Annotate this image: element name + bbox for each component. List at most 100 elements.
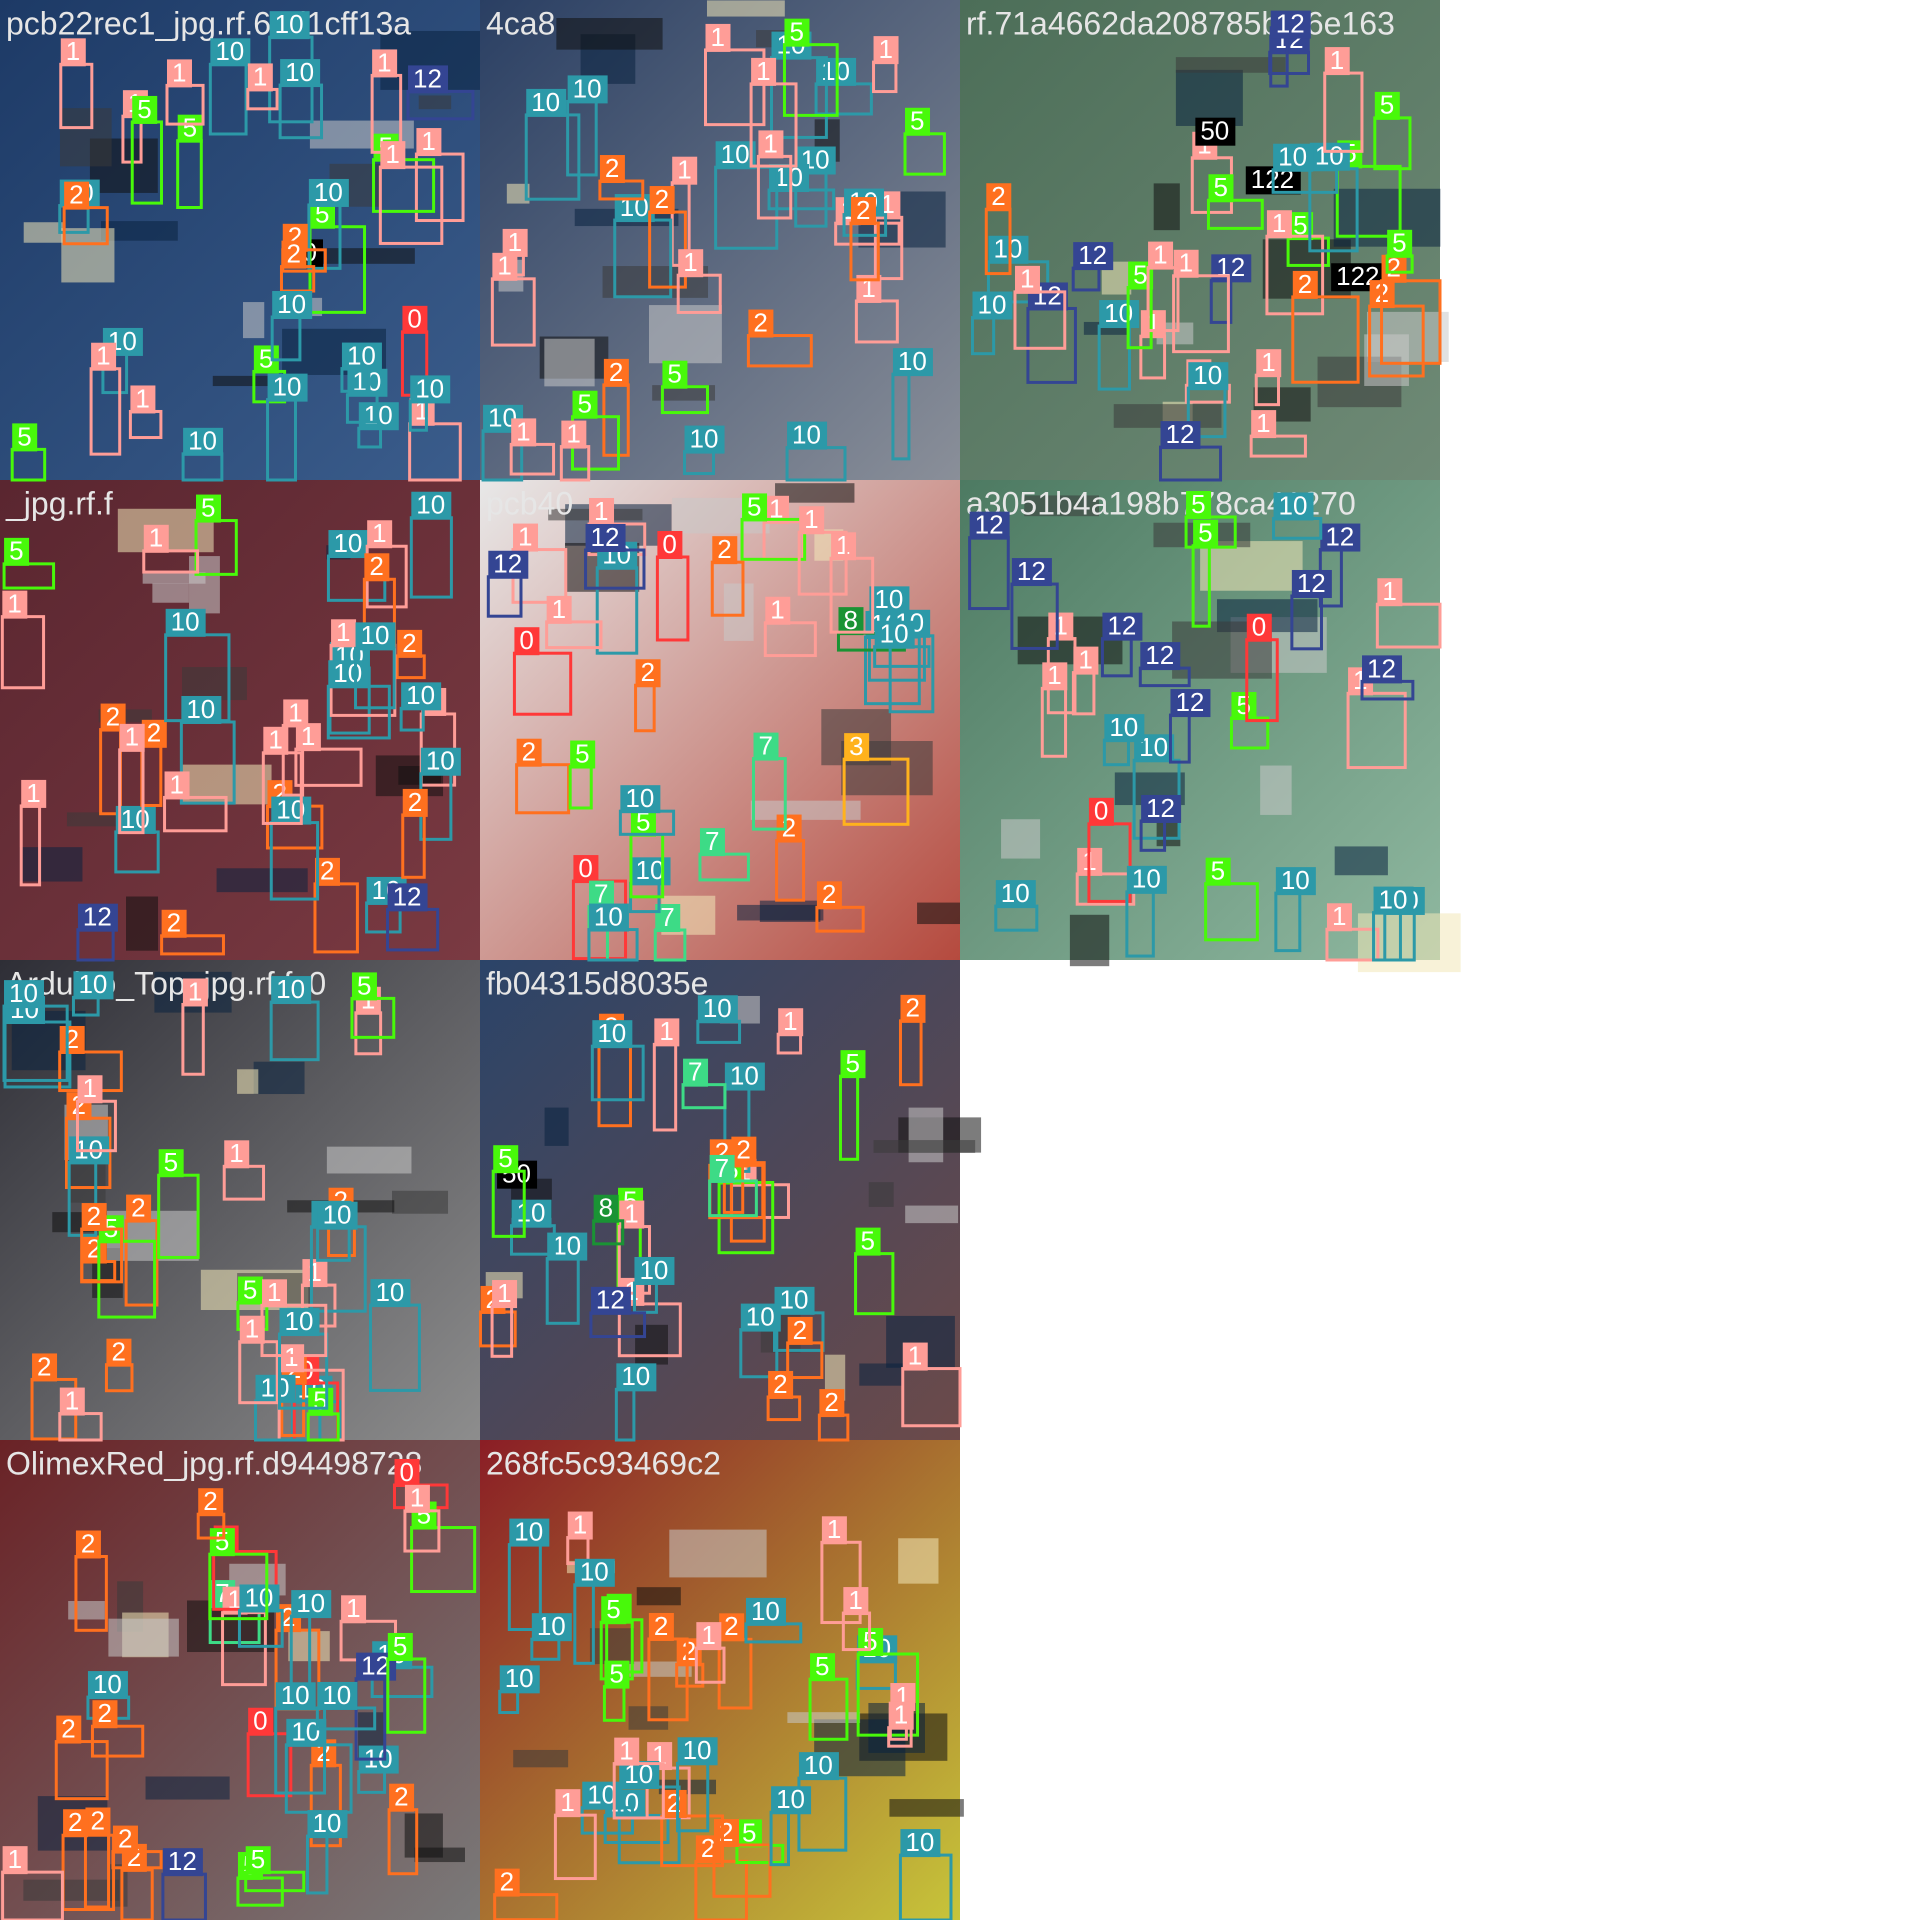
label-tag: [661, 1789, 687, 1818]
label-tag: [92, 1700, 118, 1729]
label-tag: [4, 980, 45, 1009]
label-text: 5: [609, 1658, 623, 1688]
label-text: 10: [552, 1230, 581, 1260]
label-text: 10: [375, 1277, 404, 1307]
label-text: 10: [1132, 864, 1161, 894]
label-text: 1: [8, 1844, 22, 1874]
label-text: 10: [323, 1200, 352, 1230]
label-tag: [402, 788, 428, 817]
component: [544, 338, 595, 387]
label-tag: [715, 141, 756, 170]
label-text: 10: [361, 620, 390, 650]
label-text: 10: [1278, 142, 1307, 172]
label-text: 1: [861, 273, 875, 303]
label-tag: [492, 1280, 518, 1309]
label-tag: [404, 1484, 430, 1513]
component: [889, 1799, 964, 1817]
label-tag: [283, 699, 309, 728]
label-text: 2: [69, 180, 83, 210]
label-tag: [280, 59, 321, 88]
label-tag: [255, 1374, 296, 1403]
label-tag: [1170, 689, 1211, 718]
label-tag: [1275, 867, 1316, 896]
label-tag: [567, 1511, 593, 1540]
label-text: 2: [736, 1135, 750, 1165]
label-text: 1: [497, 1278, 511, 1308]
label-text: 5: [9, 536, 23, 566]
label-tag: [492, 252, 518, 281]
label-tag: [555, 1789, 581, 1818]
label-tag: [106, 1338, 132, 1367]
label-tag: [328, 660, 369, 689]
label-tag: [1211, 254, 1252, 283]
tile-title: 4ca8: [486, 5, 555, 41]
label-tag: [77, 1075, 103, 1104]
label-tag: [1195, 117, 1236, 146]
label-tag: [1266, 210, 1292, 239]
label-text: 5: [137, 94, 151, 124]
label-tag: [988, 235, 1029, 264]
label-text: 10: [620, 192, 649, 222]
bounding-box: [410, 1526, 477, 1594]
label-tag: [758, 130, 784, 159]
label-tag: [1291, 569, 1332, 598]
label-tag: [699, 828, 725, 857]
component: [669, 1529, 767, 1578]
label-tag: [166, 59, 192, 88]
label-tag: [599, 155, 625, 184]
label-text: 12: [596, 1285, 625, 1315]
label-tag: [774, 1286, 815, 1315]
label-tag: [308, 1387, 334, 1416]
label-text: 1: [170, 769, 184, 799]
label-text: 10: [1109, 712, 1138, 742]
label-tag: [821, 1516, 847, 1545]
label-tag: [1099, 300, 1140, 329]
component: [1357, 913, 1461, 973]
label-tag: [751, 57, 777, 86]
label-text: 10: [93, 1669, 122, 1699]
label-text: 1: [82, 1073, 96, 1103]
label-text: 2: [87, 1201, 101, 1231]
label-tag: [1188, 362, 1229, 391]
label-text: 1: [188, 976, 202, 1006]
label-text: 0: [1094, 796, 1108, 826]
label-tag: [1256, 349, 1282, 378]
label-tag: [592, 1020, 633, 1049]
label-tag: [73, 971, 114, 1000]
label-tag: [12, 423, 38, 452]
label-text: 12: [393, 881, 422, 911]
label-tag: [317, 1201, 358, 1230]
label-text: 1: [288, 697, 302, 727]
label-tag: [634, 1256, 675, 1285]
label-text: 10: [730, 1060, 759, 1090]
component: [1334, 846, 1388, 876]
label-text: 10: [625, 783, 654, 813]
component: [652, 385, 716, 401]
label-text: 7: [715, 1153, 729, 1183]
label-text: 5: [1213, 172, 1227, 202]
label-tag: [745, 1597, 786, 1626]
component: [737, 904, 824, 921]
label-tag: [1251, 410, 1277, 439]
label-text: 5: [1392, 228, 1406, 258]
label-text: 1: [1020, 264, 1034, 294]
label-tag: [604, 1660, 630, 1689]
label-text: 1: [172, 57, 186, 87]
label-tag: [905, 107, 931, 136]
label-text: 1: [769, 494, 783, 524]
label-text: 12: [413, 63, 442, 93]
label-text: 10: [780, 1285, 809, 1315]
label-tag: [493, 1145, 519, 1174]
label-text: 1: [677, 155, 691, 185]
label-tag: [593, 1194, 619, 1223]
label-tag: [1104, 714, 1145, 743]
label-text: 7: [660, 902, 674, 932]
label-tag: [183, 427, 224, 456]
label-tag: [177, 114, 203, 143]
label-text: 2: [641, 657, 655, 687]
label-text: 1: [26, 778, 40, 808]
label-tag: [394, 1459, 420, 1488]
label-tag: [275, 1682, 316, 1711]
